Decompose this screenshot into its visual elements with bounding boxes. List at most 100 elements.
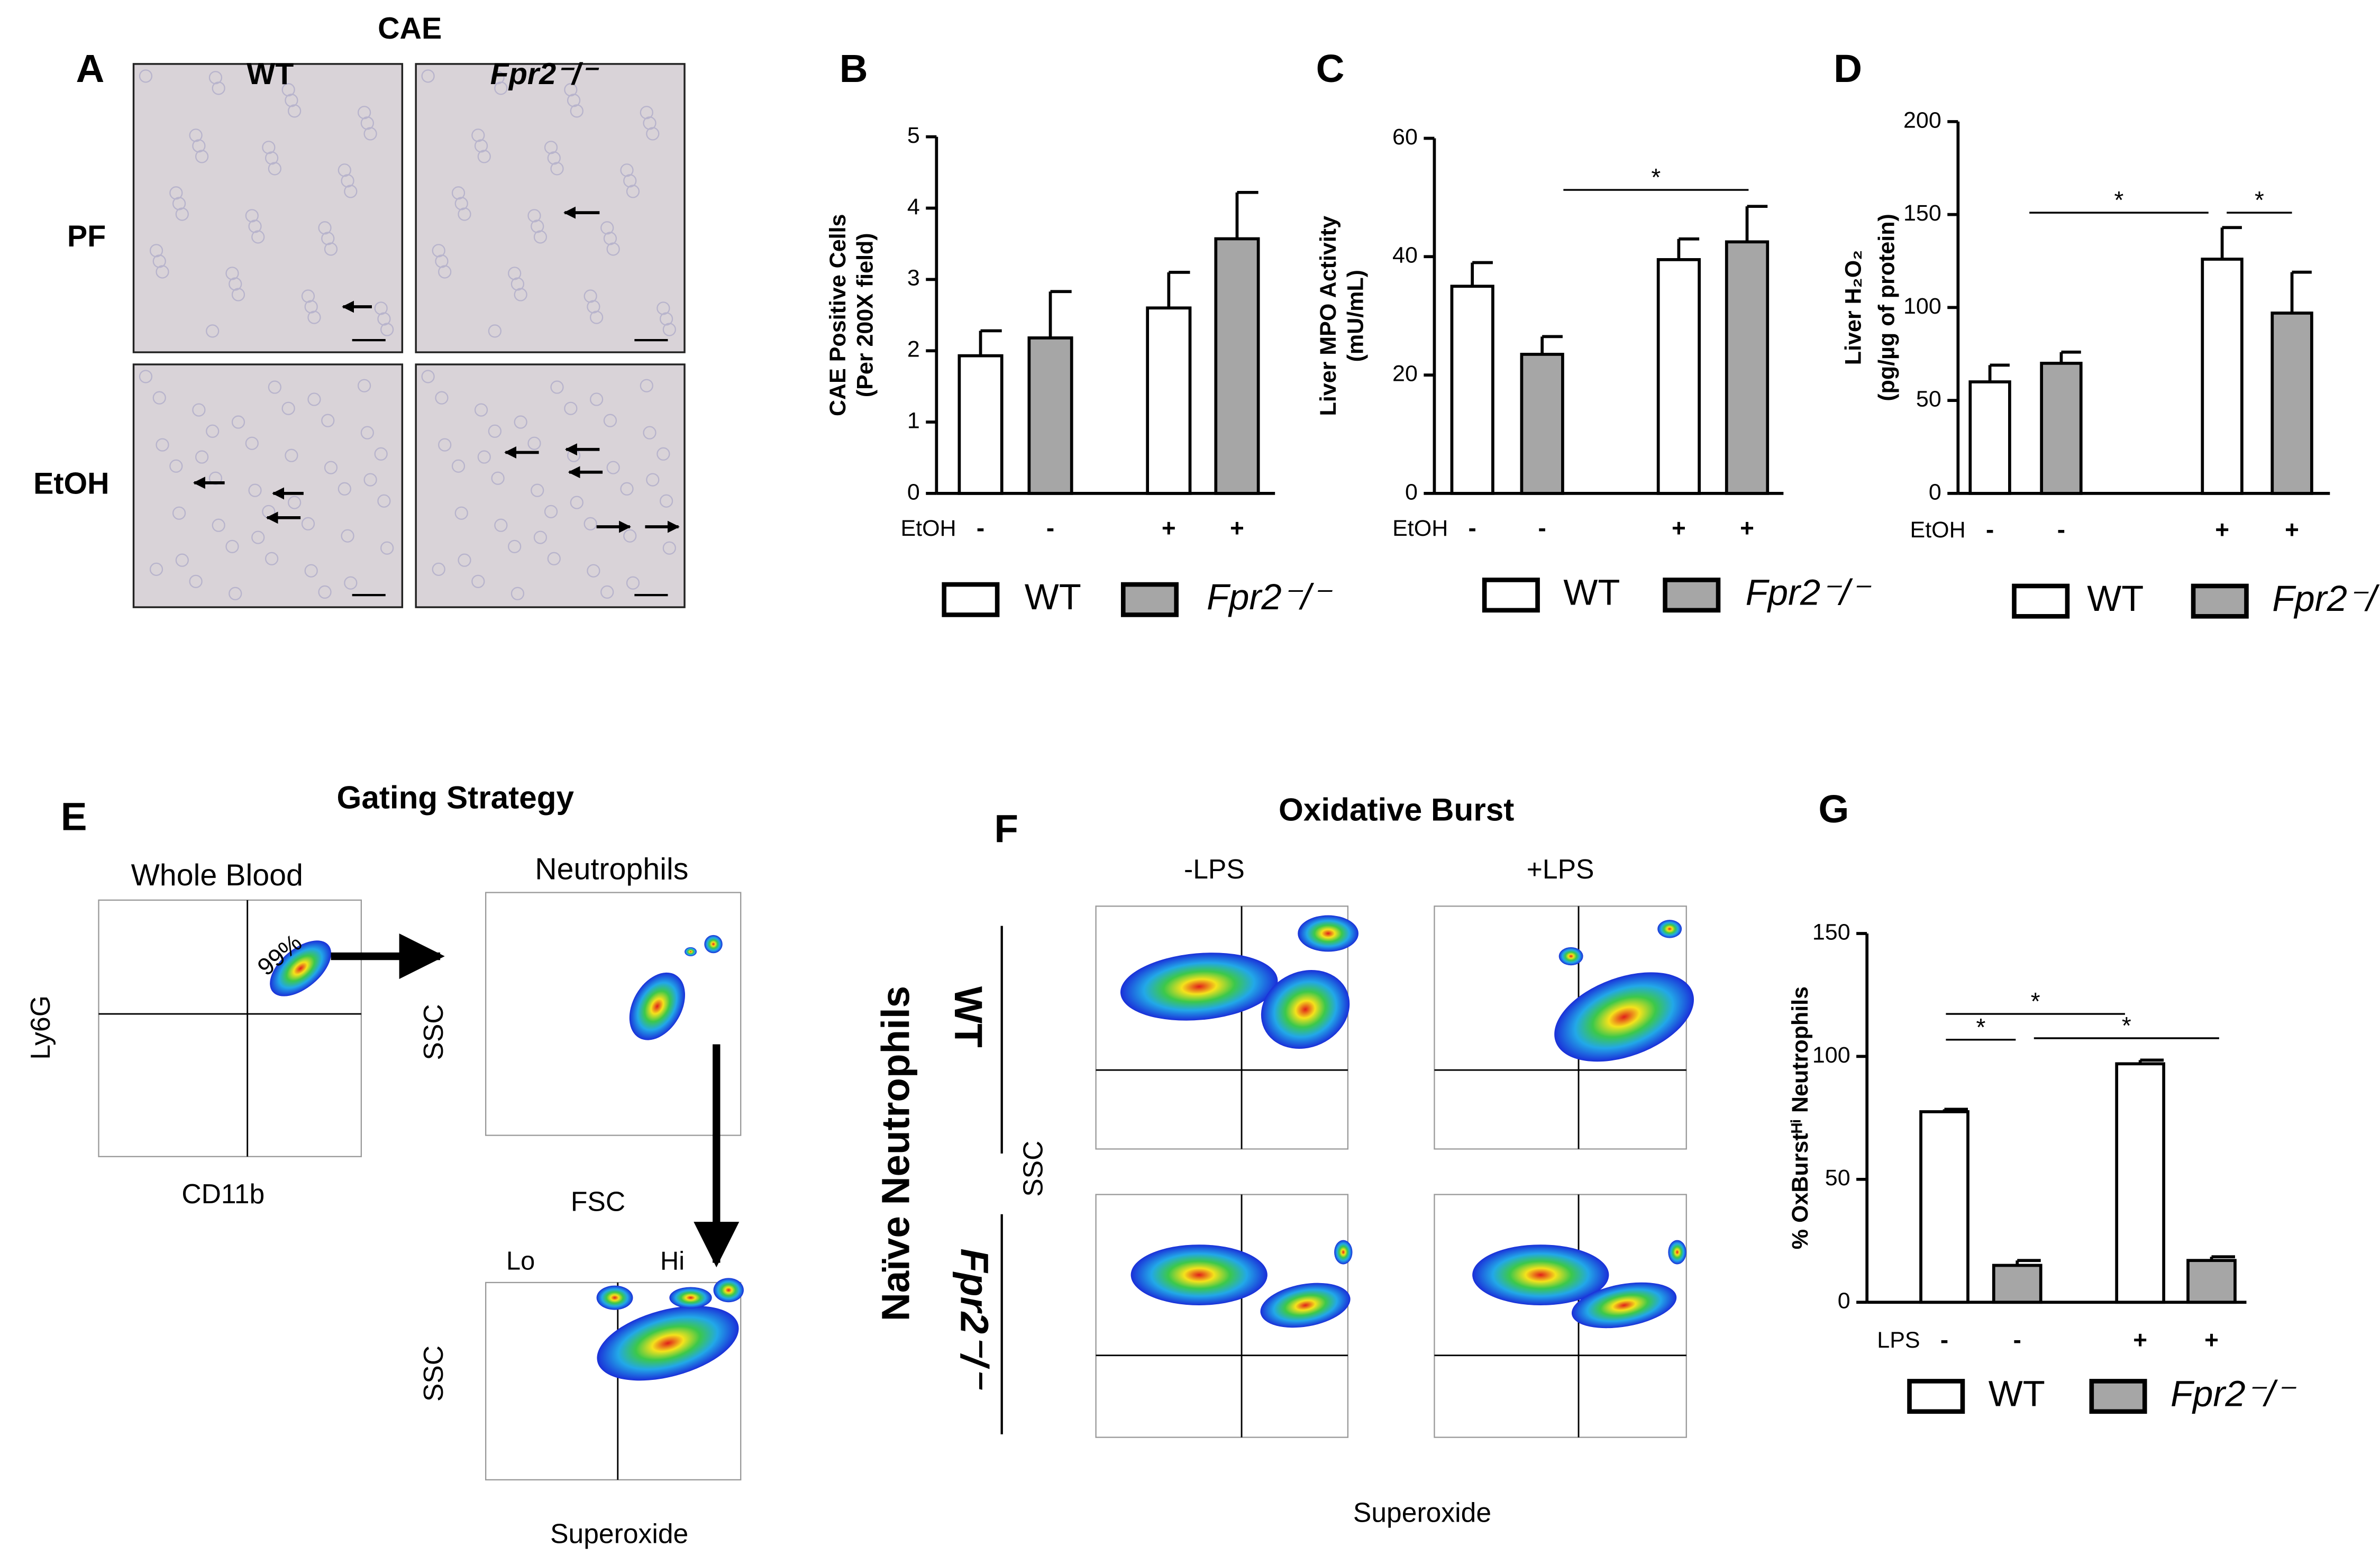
cell bbox=[477, 150, 491, 163]
cell bbox=[508, 267, 522, 280]
y-tick-label: 0 bbox=[1838, 1288, 1850, 1314]
cell bbox=[377, 494, 391, 508]
cell bbox=[169, 186, 183, 200]
legend-label: WT bbox=[1025, 576, 1081, 617]
cell bbox=[514, 415, 527, 429]
cell bbox=[281, 83, 295, 97]
micrograph bbox=[415, 363, 686, 608]
flow-plot bbox=[485, 892, 742, 1136]
cell bbox=[229, 587, 242, 600]
panel-label: C bbox=[1316, 46, 1345, 90]
y-tick-label: 0 bbox=[1405, 479, 1418, 505]
cell bbox=[212, 81, 225, 95]
micrograph bbox=[415, 63, 686, 353]
cell bbox=[570, 496, 583, 509]
cell bbox=[338, 163, 351, 177]
cell bbox=[265, 552, 279, 565]
cell bbox=[620, 163, 634, 177]
cell bbox=[251, 230, 265, 244]
cell bbox=[262, 141, 276, 154]
panel-label: G bbox=[1818, 786, 1849, 831]
legend-label: WT bbox=[2087, 578, 2144, 619]
density bbox=[1558, 947, 1583, 966]
bar bbox=[1450, 285, 1494, 495]
cell bbox=[374, 301, 388, 315]
x-tick-label: + bbox=[1740, 514, 1754, 542]
y-tick-label: 40 bbox=[1392, 243, 1418, 268]
cell bbox=[435, 254, 449, 268]
x-tick-label: - bbox=[977, 514, 984, 542]
x-tick-label: - bbox=[1940, 1326, 1948, 1353]
layout bbox=[98, 63, 1694, 1481]
cell bbox=[662, 323, 676, 336]
density bbox=[713, 1278, 744, 1303]
flow-plot bbox=[98, 899, 362, 1157]
significance-label: * bbox=[2031, 987, 2040, 1015]
plot-title: Whole Blood bbox=[131, 858, 303, 892]
cell bbox=[533, 230, 548, 244]
cell bbox=[248, 483, 262, 497]
legend-label: Fpr2⁻/⁻ bbox=[2272, 578, 2380, 619]
cell bbox=[623, 174, 637, 188]
panel-label: E bbox=[61, 794, 87, 839]
cell bbox=[344, 185, 358, 198]
bar bbox=[2186, 1259, 2237, 1304]
bar bbox=[2040, 361, 2083, 495]
micrograph bbox=[132, 363, 404, 608]
y-tick-label: 100 bbox=[1903, 294, 1941, 319]
y-tick-label: 5 bbox=[907, 123, 920, 148]
y-tick-label: 4 bbox=[907, 194, 920, 219]
cell bbox=[156, 265, 169, 279]
cell bbox=[488, 424, 502, 438]
cell bbox=[508, 539, 522, 553]
density bbox=[1260, 1283, 1351, 1328]
cell bbox=[321, 232, 335, 245]
cell bbox=[195, 150, 209, 163]
cell bbox=[360, 426, 374, 440]
density bbox=[1657, 920, 1682, 938]
cell bbox=[189, 129, 203, 142]
x-tick-label: - bbox=[1986, 516, 1994, 543]
x-axis-label: EtOH bbox=[1910, 517, 1966, 543]
cell bbox=[307, 310, 321, 324]
density bbox=[669, 1287, 712, 1308]
y-tick-label: 20 bbox=[1392, 361, 1418, 386]
bar bbox=[1146, 306, 1192, 495]
cell bbox=[544, 505, 558, 518]
x-axis-label: EtOH bbox=[900, 516, 956, 541]
cell bbox=[567, 94, 581, 107]
cell bbox=[527, 209, 541, 223]
cell bbox=[344, 576, 358, 590]
plot-title: Neutrophils bbox=[535, 853, 688, 886]
gate-label: Lo bbox=[506, 1247, 535, 1276]
cell bbox=[192, 139, 206, 153]
cell bbox=[248, 219, 262, 233]
axis-label: Ly6G bbox=[25, 995, 56, 1059]
x-tick-label: - bbox=[1469, 514, 1476, 542]
cell bbox=[640, 106, 653, 120]
cell bbox=[583, 289, 597, 303]
cell bbox=[231, 415, 245, 429]
cell bbox=[318, 585, 332, 599]
axis-label: Superoxide bbox=[550, 1518, 688, 1549]
cell bbox=[620, 482, 634, 496]
cell bbox=[421, 370, 435, 383]
y-tick-label: 200 bbox=[1903, 107, 1941, 133]
y-axis-label: (mU/mL) bbox=[1343, 270, 1368, 362]
cell bbox=[570, 104, 583, 118]
y-tick-label: 0 bbox=[907, 479, 920, 505]
panel-title: CAE bbox=[378, 12, 442, 45]
cell bbox=[438, 438, 452, 452]
cell bbox=[550, 380, 564, 394]
cell bbox=[268, 162, 281, 176]
cell bbox=[531, 483, 544, 497]
bar bbox=[1520, 353, 1564, 495]
cell bbox=[324, 461, 338, 474]
cell bbox=[550, 162, 564, 176]
cell bbox=[139, 69, 153, 83]
panel-label: A bbox=[76, 46, 104, 90]
cell bbox=[288, 104, 302, 118]
cell bbox=[363, 473, 377, 487]
cell bbox=[474, 403, 488, 417]
cell bbox=[454, 197, 468, 211]
